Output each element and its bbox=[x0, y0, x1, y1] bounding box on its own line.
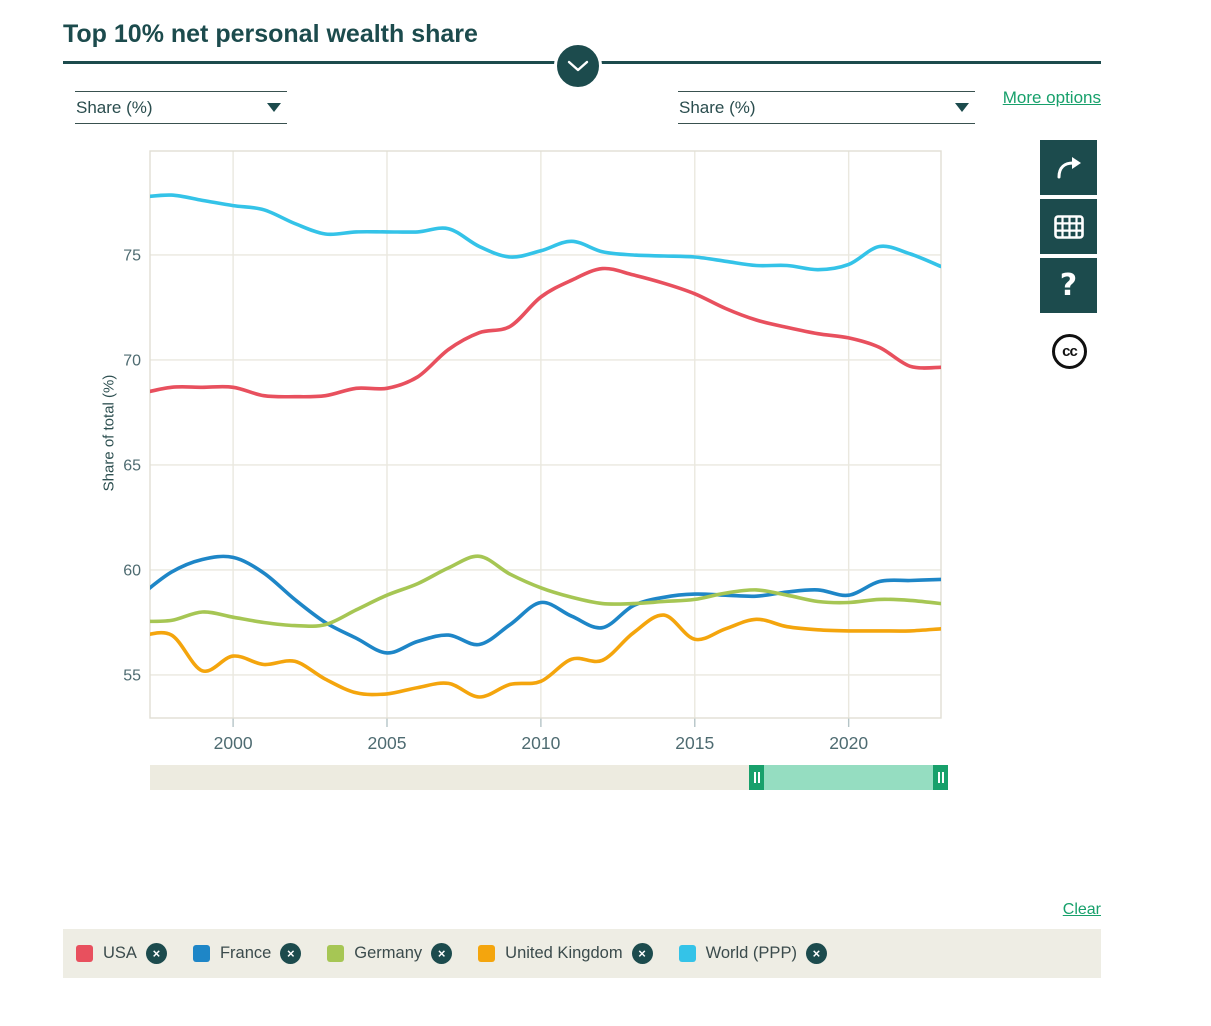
chevron-down-icon bbox=[567, 60, 589, 72]
legend-item-united-kingdom: United Kingdom × bbox=[478, 943, 653, 964]
legend-item-usa: USA × bbox=[76, 943, 167, 964]
remove-france-button[interactable]: × bbox=[280, 943, 302, 964]
legend-label: World (PPP) bbox=[705, 944, 797, 962]
remove-germany-button[interactable]: × bbox=[431, 943, 453, 964]
legend-label: United Kingdom bbox=[505, 944, 623, 962]
x-tick-label: 2015 bbox=[675, 733, 714, 753]
data-table-icon bbox=[1053, 214, 1084, 239]
legend-item-germany: Germany × bbox=[327, 943, 453, 964]
clear-selection-link[interactable]: Clear bbox=[1062, 901, 1101, 918]
series-color-swatch bbox=[192, 945, 210, 962]
series-line-world-ppp bbox=[150, 193, 941, 272]
series-color-swatch bbox=[678, 945, 696, 962]
legend-label: Germany bbox=[354, 944, 423, 962]
indicator-select-left[interactable]: Share (%) bbox=[75, 91, 287, 124]
cc-icon: cc bbox=[1062, 343, 1078, 360]
slider-handle-start[interactable] bbox=[749, 765, 765, 790]
series-line-united-kingdom bbox=[150, 613, 941, 699]
series-color-swatch bbox=[478, 945, 496, 962]
indicator-select-left-value: Share (%) bbox=[76, 97, 153, 117]
series-line-france bbox=[150, 554, 941, 655]
plot-border bbox=[149, 150, 942, 719]
remove-usa-button[interactable]: × bbox=[145, 943, 167, 964]
share-arrow-icon bbox=[1057, 156, 1081, 178]
x-tick-label: 2005 bbox=[368, 733, 407, 753]
x-tick-label: 2010 bbox=[521, 733, 560, 753]
help-icon: ? bbox=[1059, 268, 1078, 303]
y-tick-label: 70 bbox=[123, 352, 141, 369]
legend-bar: USA × France × Germany × United Kingdom × World … bbox=[63, 929, 1101, 978]
y-tick-label: 55 bbox=[123, 667, 141, 684]
x-tick-label: 2000 bbox=[214, 733, 253, 753]
y-tick-label: 60 bbox=[123, 562, 141, 579]
more-options-link[interactable]: More options bbox=[1002, 88, 1101, 107]
data-table-button[interactable] bbox=[1040, 199, 1097, 254]
wealth-share-chart[interactable]: 55 60 65 70 75 2000 2005 2010 2015 2020 bbox=[100, 145, 960, 755]
indicator-select-right-value: Share (%) bbox=[679, 97, 756, 117]
indicator-select-right[interactable]: Share (%) bbox=[678, 91, 975, 124]
dropdown-arrow-icon bbox=[955, 103, 969, 112]
remove-world-ppp-button[interactable]: × bbox=[805, 943, 827, 964]
remove-united-kingdom-button[interactable]: × bbox=[631, 943, 653, 964]
x-tick-label: 2020 bbox=[829, 733, 868, 753]
time-range-slider[interactable] bbox=[150, 765, 948, 790]
help-button[interactable]: ? bbox=[1040, 258, 1097, 313]
share-button[interactable] bbox=[1040, 140, 1097, 195]
legend-item-france: France × bbox=[192, 943, 302, 964]
creative-commons-badge[interactable]: cc bbox=[1052, 334, 1087, 369]
legend-item-world-ppp: World (PPP) × bbox=[678, 943, 827, 964]
slider-handle-end[interactable] bbox=[933, 765, 948, 790]
legend-label: USA bbox=[103, 944, 137, 962]
series-color-swatch bbox=[327, 945, 345, 962]
y-tick-label: 75 bbox=[123, 247, 141, 264]
series-line-usa bbox=[150, 266, 941, 399]
legend-label: France bbox=[219, 944, 272, 962]
y-tick-label: 65 bbox=[123, 457, 141, 474]
dropdown-arrow-icon bbox=[267, 103, 281, 112]
page-title: Top 10% net personal wealth share bbox=[63, 20, 478, 48]
collapse-chart-button[interactable] bbox=[554, 42, 602, 90]
series-line-germany bbox=[150, 554, 941, 629]
series-color-swatch bbox=[76, 945, 93, 962]
slider-selected-range[interactable] bbox=[749, 765, 948, 790]
